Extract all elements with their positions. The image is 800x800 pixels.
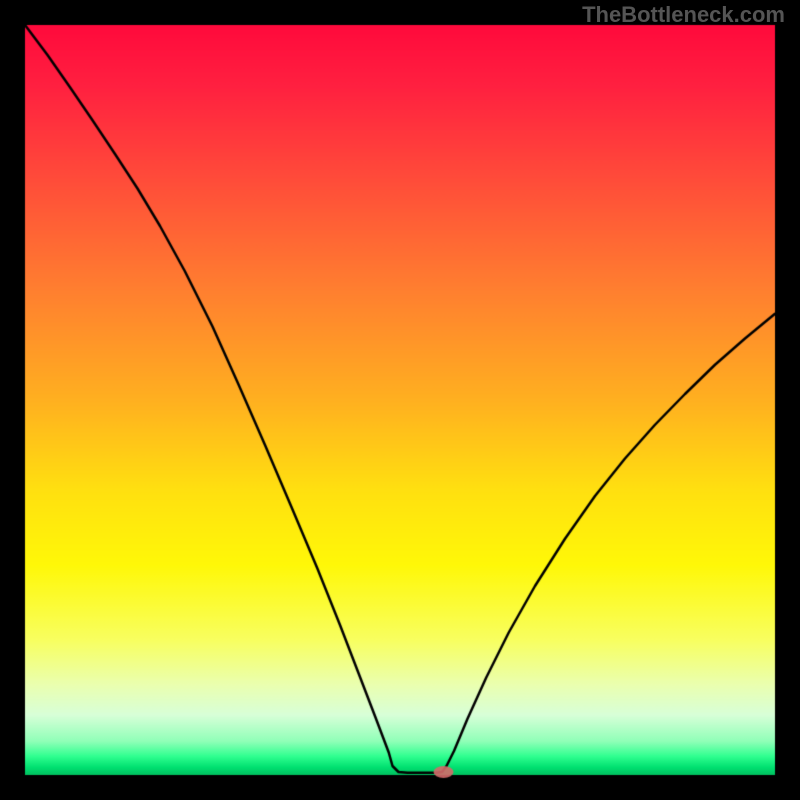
- watermark-text: TheBottleneck.com: [582, 2, 785, 28]
- bottleneck-curve-chart: [0, 0, 800, 800]
